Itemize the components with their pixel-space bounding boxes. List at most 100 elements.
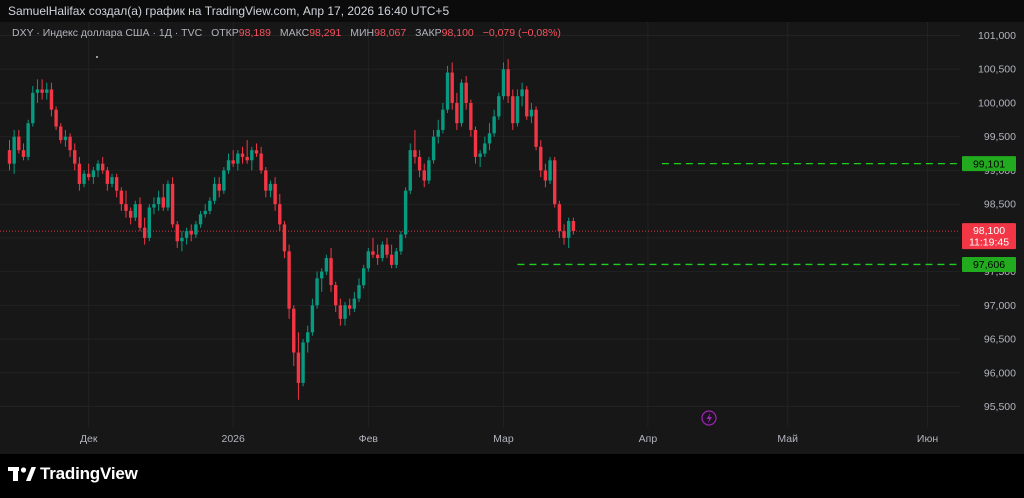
- candle: [203, 204, 207, 218]
- candle: [441, 102, 445, 134]
- candle-body: [464, 82, 468, 103]
- candle: [473, 126, 478, 164]
- candle: [7, 140, 12, 171]
- candle-body: [203, 210, 207, 215]
- candle-body: [166, 183, 170, 208]
- candle-body: [175, 224, 179, 242]
- candle: [217, 177, 221, 198]
- x-tick-label: Фев: [359, 433, 379, 445]
- candle: [91, 167, 96, 184]
- brand-name: TradingView: [40, 464, 138, 483]
- y-tick-label: 100,000: [978, 97, 1016, 109]
- candle-body: [534, 109, 538, 147]
- candle-body: [469, 102, 473, 130]
- candle-body: [520, 89, 524, 97]
- candle: [469, 99, 473, 137]
- candle: [184, 227, 189, 245]
- candle: [352, 291, 357, 313]
- candle-body: [357, 285, 361, 299]
- candle: [128, 207, 133, 225]
- candle: [222, 167, 226, 195]
- candle-body: [403, 190, 408, 235]
- candle-body: [548, 160, 552, 181]
- candle: [543, 163, 548, 188]
- candle: [450, 62, 454, 110]
- candle: [366, 247, 371, 272]
- candle: [87, 163, 91, 181]
- change-value: −0,079 (−0,08%): [482, 27, 561, 39]
- candle-body: [492, 116, 496, 134]
- candle-body: [82, 173, 86, 184]
- grid-layer: [0, 22, 960, 427]
- candle: [557, 200, 562, 238]
- candle-body: [483, 143, 487, 154]
- candle-body: [445, 72, 450, 110]
- candle-body: [128, 210, 133, 218]
- candle: [68, 133, 72, 157]
- candle-body: [133, 204, 138, 218]
- candle-body: [329, 258, 333, 286]
- candle: [26, 119, 30, 161]
- candle: [105, 167, 110, 191]
- candle: [422, 163, 426, 188]
- candle: [459, 79, 464, 127]
- candle-body: [296, 352, 301, 383]
- candlestick-chart[interactable]: 95,50096,00096,50097,00097,50098,00098,5…: [0, 22, 1024, 454]
- candle-body: [138, 204, 142, 228]
- candle: [408, 143, 412, 195]
- candle: [245, 140, 249, 164]
- candle: [35, 79, 40, 103]
- y-tick-label: 96,000: [984, 367, 1016, 379]
- candle: [147, 204, 151, 242]
- candle-body: [156, 197, 161, 205]
- x-tick-label: Апр: [639, 433, 658, 445]
- candle-body: [31, 92, 35, 124]
- tradingview-logo-icon: [8, 467, 36, 481]
- candle-body: [245, 156, 249, 161]
- levels-layer: [517, 162, 958, 266]
- current-price-countdown: 11:19:45: [969, 237, 1009, 249]
- candle-body: [161, 197, 165, 208]
- candle: [31, 86, 35, 127]
- candle: [17, 129, 21, 154]
- candle: [82, 170, 86, 188]
- y-tick-label: 101,000: [978, 30, 1016, 42]
- y-tick-label: 98,500: [984, 199, 1016, 211]
- candle-body: [147, 207, 151, 238]
- candle: [417, 150, 422, 178]
- candle-body: [455, 102, 459, 124]
- candle-body: [413, 150, 417, 157]
- candle-body: [478, 153, 482, 157]
- candle-body: [226, 160, 231, 171]
- candle-body: [301, 342, 305, 383]
- candle-body: [394, 251, 398, 265]
- brand[interactable]: TradingView: [8, 462, 138, 486]
- candle-body: [506, 69, 510, 97]
- candle: [208, 197, 212, 215]
- candle-body: [152, 204, 156, 208]
- candle: [152, 197, 156, 215]
- candle-body: [431, 136, 436, 161]
- candle-body: [278, 204, 282, 225]
- open-value: 98,189: [238, 27, 271, 39]
- icon-layer: [96, 56, 717, 426]
- candle: [226, 153, 231, 174]
- candle-body: [73, 150, 77, 164]
- candle-body: [501, 69, 506, 97]
- level-label-text: 97,606: [973, 259, 1005, 271]
- low-value: 98,067: [374, 27, 407, 39]
- candle-body: [525, 89, 529, 117]
- high-value: 98,291: [309, 27, 342, 39]
- candle-body: [49, 89, 54, 110]
- candle-body: [422, 170, 426, 181]
- candle-body: [208, 200, 212, 211]
- candle: [520, 82, 524, 107]
- candle-body: [473, 129, 478, 157]
- candle-body: [347, 305, 352, 309]
- candle: [175, 221, 179, 248]
- candle-body: [119, 190, 124, 205]
- candle: [296, 332, 301, 400]
- candle: [189, 224, 193, 242]
- symbol-title[interactable]: DXY · Индекс доллара США · 1Д · TVC: [12, 27, 203, 39]
- candle: [250, 146, 254, 171]
